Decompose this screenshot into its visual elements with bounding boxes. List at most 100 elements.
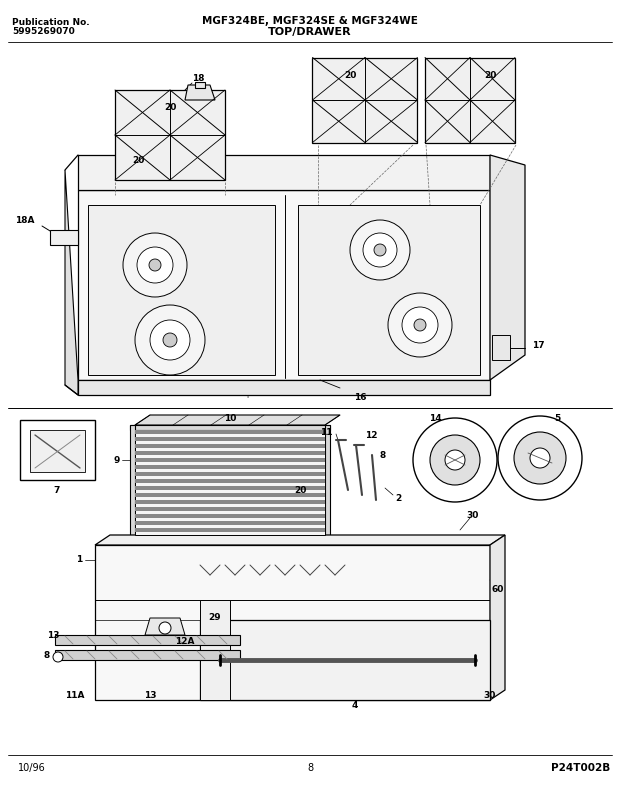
Circle shape xyxy=(374,244,386,256)
Text: 13: 13 xyxy=(144,690,156,699)
Polygon shape xyxy=(135,507,325,511)
Polygon shape xyxy=(195,82,205,88)
Text: 8: 8 xyxy=(380,450,386,460)
Text: 17: 17 xyxy=(532,340,544,349)
Circle shape xyxy=(123,233,187,297)
Polygon shape xyxy=(55,650,240,660)
Circle shape xyxy=(135,305,205,375)
Text: 20: 20 xyxy=(132,156,144,164)
Polygon shape xyxy=(298,205,480,375)
Text: 10: 10 xyxy=(224,413,236,423)
Polygon shape xyxy=(135,451,325,455)
Polygon shape xyxy=(78,190,490,380)
Circle shape xyxy=(530,448,550,468)
Circle shape xyxy=(402,307,438,343)
Circle shape xyxy=(150,320,190,360)
Text: 60: 60 xyxy=(492,585,504,595)
Circle shape xyxy=(498,416,582,500)
Text: P24T002B: P24T002B xyxy=(551,763,610,773)
Text: 18A: 18A xyxy=(16,216,35,224)
Circle shape xyxy=(163,333,177,347)
Text: 16: 16 xyxy=(354,393,366,402)
Text: TOP/DRAWER: TOP/DRAWER xyxy=(268,27,352,37)
Text: 12: 12 xyxy=(365,431,378,439)
Polygon shape xyxy=(135,430,325,535)
Circle shape xyxy=(445,450,465,470)
Text: 30: 30 xyxy=(467,510,479,520)
Polygon shape xyxy=(135,430,325,434)
Polygon shape xyxy=(325,425,330,540)
Text: MGF324BE, MGF324SE & MGF324WE: MGF324BE, MGF324SE & MGF324WE xyxy=(202,16,418,26)
Polygon shape xyxy=(30,430,85,472)
Polygon shape xyxy=(135,528,325,532)
Polygon shape xyxy=(130,425,135,540)
Circle shape xyxy=(430,435,480,485)
Polygon shape xyxy=(135,437,325,441)
Circle shape xyxy=(159,622,171,634)
Text: 7: 7 xyxy=(54,486,60,495)
Text: 5995269070: 5995269070 xyxy=(12,27,75,36)
Text: 13: 13 xyxy=(48,630,60,639)
Polygon shape xyxy=(50,230,78,245)
Polygon shape xyxy=(20,420,95,480)
Circle shape xyxy=(514,432,566,484)
Text: 20: 20 xyxy=(294,486,306,495)
Text: 8: 8 xyxy=(44,650,50,660)
Polygon shape xyxy=(135,493,325,497)
Text: 2: 2 xyxy=(395,494,401,502)
Circle shape xyxy=(388,293,452,357)
Polygon shape xyxy=(95,535,505,545)
Polygon shape xyxy=(312,58,417,142)
Polygon shape xyxy=(135,479,325,483)
Polygon shape xyxy=(135,514,325,518)
Polygon shape xyxy=(135,486,325,490)
Polygon shape xyxy=(135,444,325,448)
Text: 29: 29 xyxy=(209,614,221,623)
Text: 20: 20 xyxy=(344,70,356,80)
Polygon shape xyxy=(95,545,490,700)
Polygon shape xyxy=(135,415,340,425)
Polygon shape xyxy=(135,500,325,504)
Polygon shape xyxy=(490,155,525,380)
Text: 14: 14 xyxy=(428,413,441,423)
Polygon shape xyxy=(78,380,490,395)
Text: 18: 18 xyxy=(192,73,204,82)
Polygon shape xyxy=(145,618,185,635)
Polygon shape xyxy=(135,472,325,476)
Polygon shape xyxy=(135,521,325,525)
Text: eReplacementParts.com: eReplacementParts.com xyxy=(217,382,403,397)
Circle shape xyxy=(137,247,173,283)
Polygon shape xyxy=(200,620,490,700)
Circle shape xyxy=(53,652,63,662)
Polygon shape xyxy=(135,465,325,469)
Polygon shape xyxy=(78,155,490,190)
Polygon shape xyxy=(55,635,240,645)
Text: 1: 1 xyxy=(76,555,82,565)
Text: 8: 8 xyxy=(307,763,313,773)
Text: 12A: 12A xyxy=(175,638,195,646)
Text: 5: 5 xyxy=(554,413,560,423)
Text: 20: 20 xyxy=(164,103,176,111)
Text: 4: 4 xyxy=(352,701,358,709)
Polygon shape xyxy=(65,170,78,395)
Text: Publication No.: Publication No. xyxy=(12,18,90,27)
Polygon shape xyxy=(115,90,225,180)
Polygon shape xyxy=(130,535,330,540)
Text: 11: 11 xyxy=(321,427,333,437)
Circle shape xyxy=(149,259,161,271)
Polygon shape xyxy=(425,58,515,142)
Text: 10/96: 10/96 xyxy=(18,763,46,773)
Polygon shape xyxy=(200,600,230,700)
Text: 20: 20 xyxy=(484,70,496,80)
Circle shape xyxy=(413,418,497,502)
Circle shape xyxy=(414,319,426,331)
Text: 30: 30 xyxy=(484,690,496,699)
Text: 11A: 11A xyxy=(65,690,85,699)
Text: 9: 9 xyxy=(113,456,120,465)
Polygon shape xyxy=(490,535,505,700)
Polygon shape xyxy=(135,458,325,462)
Circle shape xyxy=(363,233,397,267)
Circle shape xyxy=(350,220,410,280)
Polygon shape xyxy=(88,205,275,375)
Polygon shape xyxy=(185,85,215,100)
